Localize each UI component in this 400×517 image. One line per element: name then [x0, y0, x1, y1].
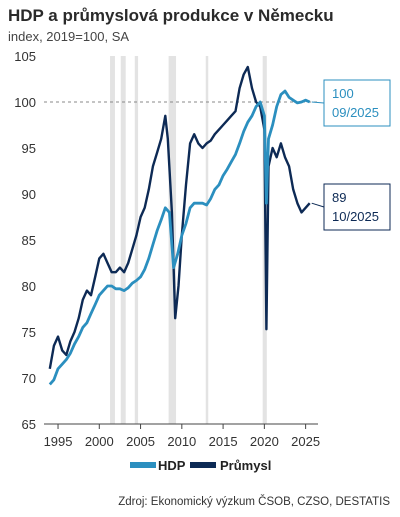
chart-subtitle: index, 2019=100, SA: [8, 29, 130, 44]
y-tick-label: 65: [22, 417, 36, 432]
series-line-hdp: [48, 89, 311, 386]
callout-date: 10/2025: [332, 209, 379, 224]
source-note: Zdroj: Ekonomický výzkum ČSOB, CZSO, DES…: [118, 496, 390, 508]
x-tick-label: 2005: [126, 434, 155, 449]
recession-band: [120, 56, 126, 424]
recession-band: [134, 56, 139, 424]
y-tick-label: 75: [22, 325, 36, 340]
recession-band: [110, 56, 115, 424]
y-tick-label: 85: [22, 233, 36, 248]
y-tick-label: 90: [22, 187, 36, 202]
legend-swatch-prumysl: [190, 462, 216, 468]
y-tick-label: 70: [22, 371, 36, 386]
y-tick-label: 100: [14, 95, 36, 110]
callout-leader: [311, 101, 325, 104]
legend-label-prumysl: Průmysl: [220, 458, 271, 473]
callout-date: 09/2025: [332, 105, 379, 120]
x-tick-label: 1995: [44, 434, 73, 449]
x-tick-label: 2020: [250, 434, 279, 449]
callout-box: [323, 79, 391, 127]
x-tick-label: 2015: [209, 434, 238, 449]
y-tick-label: 80: [22, 279, 36, 294]
callout-box: [323, 183, 391, 231]
callout-value: 100: [332, 86, 354, 101]
legend-label-hdp: HDP: [158, 458, 186, 473]
y-tick-label: 105: [14, 49, 36, 64]
legend-swatch-hdp: [130, 462, 156, 468]
x-tick-label: 2000: [85, 434, 114, 449]
chart-title: HDP a průmyslová produkce v Německu: [8, 6, 334, 25]
legend: HDP Průmysl: [130, 458, 271, 473]
series-line-prumysl: [48, 65, 311, 370]
callout-value: 89: [332, 190, 346, 205]
callout-leader: [311, 202, 325, 208]
y-tick-label: 95: [22, 141, 36, 156]
x-tick-label: 2025: [291, 434, 320, 449]
recession-band: [205, 56, 209, 424]
x-tick-label: 2010: [167, 434, 196, 449]
